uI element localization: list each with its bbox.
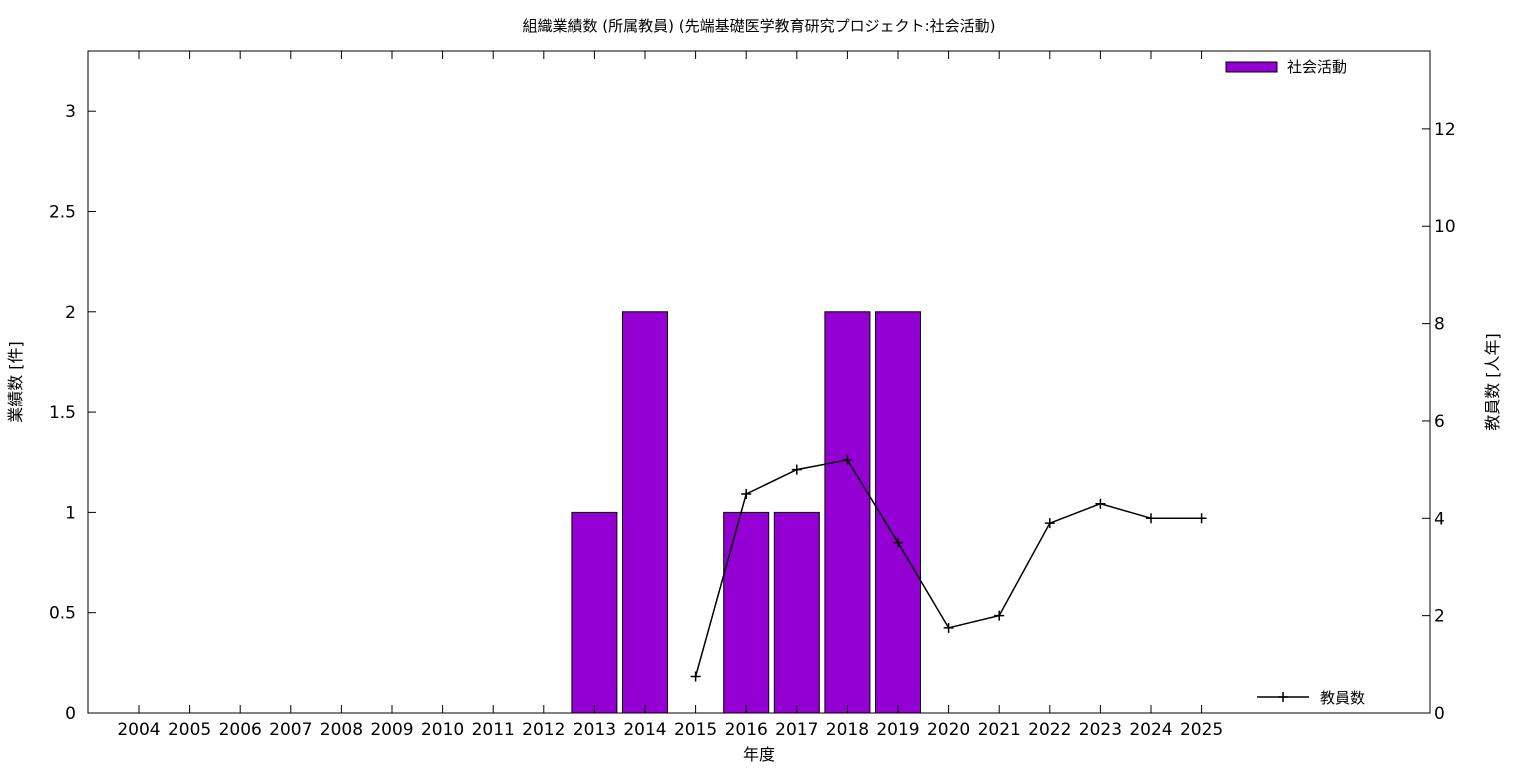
bar-2018 xyxy=(824,311,871,714)
y-tick-label: 0 xyxy=(65,704,76,724)
x-tick-label: 2005 xyxy=(168,720,211,740)
x-tick-label: 2010 xyxy=(421,720,464,740)
x-tick-label: 2008 xyxy=(320,720,363,740)
x-tick-label: 2022 xyxy=(1028,720,1071,740)
x-tick-label: 2016 xyxy=(725,720,768,740)
y2-tick-label: 6 xyxy=(1434,412,1445,432)
y-tick-label: 2.5 xyxy=(49,202,76,222)
faculty-line xyxy=(694,459,1202,677)
x-tick-label: 2015 xyxy=(674,720,717,740)
x-tick-label: 2020 xyxy=(927,720,970,740)
x-tick-label: 2006 xyxy=(219,720,262,740)
point-2025 xyxy=(1196,513,1207,524)
point-2017 xyxy=(791,464,802,475)
y-tick-label: 1.5 xyxy=(49,403,76,423)
bar-2019 xyxy=(875,311,921,714)
point-2015 xyxy=(690,671,701,682)
y2-tick-label: 2 xyxy=(1434,607,1445,627)
y2-tick-label: 12 xyxy=(1434,120,1456,140)
x-tick-label: 2014 xyxy=(623,720,666,740)
point-2023 xyxy=(1095,498,1106,509)
y2-tick-label: 4 xyxy=(1434,509,1445,529)
point-2019 xyxy=(893,537,903,548)
x-tick-label: 2019 xyxy=(876,720,919,740)
y-tick-label: 2 xyxy=(65,303,76,323)
point-2024 xyxy=(1146,513,1156,524)
x-axis-label: 年度 xyxy=(743,745,775,764)
point-2018 xyxy=(842,454,853,465)
y-tick-label: 3 xyxy=(65,102,76,122)
x-tick-label: 2004 xyxy=(117,720,160,740)
x-tick-label: 2009 xyxy=(370,720,413,740)
legend-bars: 社会活動 xyxy=(1225,58,1347,76)
x-tick-label: 2018 xyxy=(826,720,869,740)
bar-2014 xyxy=(622,311,668,714)
y2-tick-label: 10 xyxy=(1434,217,1456,237)
y-tick-label: 1 xyxy=(65,503,76,523)
legend-line-marker xyxy=(1278,692,1288,702)
legend-line: 教員数 xyxy=(1257,689,1365,707)
bar-2013 xyxy=(571,511,618,714)
y-tick-label: 0.5 xyxy=(49,604,76,624)
chart-title: 組織業績数 (所属教員) (先端基礎医学教育研究プロジェクト:社会活動) xyxy=(522,17,995,35)
x-tick-label: 2017 xyxy=(775,720,818,740)
point-2020 xyxy=(943,622,954,633)
x-tick-label: 2023 xyxy=(1079,720,1122,740)
legend-bar-label: 社会活動 xyxy=(1287,58,1347,76)
x-tick-label: 2021 xyxy=(978,720,1021,740)
x-tick-label: 2025 xyxy=(1180,720,1223,740)
y2-tick-label: 8 xyxy=(1434,315,1445,335)
y2-tick-label: 0 xyxy=(1434,704,1445,724)
point-2021 xyxy=(994,610,1005,621)
bar-2017 xyxy=(773,511,820,714)
legend-line-label: 教員数 xyxy=(1320,689,1365,707)
legend-bar-swatch xyxy=(1225,61,1278,73)
x-tick-label: 2024 xyxy=(1129,720,1172,740)
bar-2016 xyxy=(723,511,770,714)
bars-layer xyxy=(571,311,921,714)
ticks-layer: 0 0.5 1 1.5 2 2.5 3 0 2 4 6 8 10 12 2004 2005 2006 2007 20… xyxy=(49,51,1456,740)
x-tick-label: 2007 xyxy=(269,720,312,740)
y2-axis-label: 教員数 [人年] xyxy=(1483,333,1502,431)
x-tick-label: 2012 xyxy=(522,720,565,740)
x-tick-label: 2011 xyxy=(472,720,515,740)
y-axis-label: 業績数 [件] xyxy=(6,341,25,423)
x-tick-label: 2013 xyxy=(573,720,616,740)
point-2016 xyxy=(741,488,752,499)
point-2022 xyxy=(1044,518,1055,529)
line-layer xyxy=(690,454,1207,682)
